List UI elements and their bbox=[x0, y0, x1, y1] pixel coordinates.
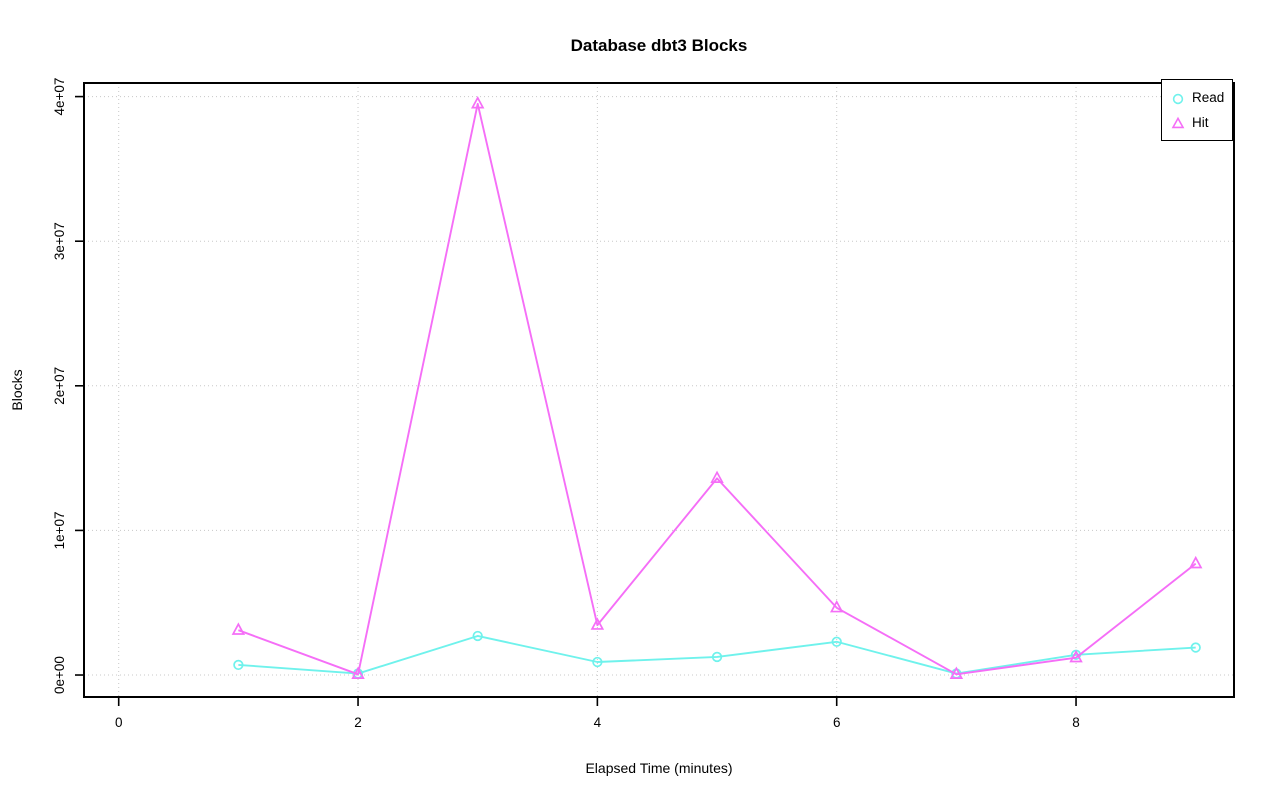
legend-item-read: Read bbox=[1170, 85, 1232, 110]
data-point-hit bbox=[710, 470, 724, 484]
plot-border bbox=[83, 82, 1235, 698]
y-axis-label: Blocks bbox=[9, 369, 25, 411]
data-point-hit bbox=[1188, 555, 1203, 569]
x-tick-label: 0 bbox=[115, 715, 123, 730]
data-point-hit bbox=[351, 666, 365, 679]
data-point-read bbox=[711, 651, 723, 663]
hit-triangle-icon bbox=[1171, 116, 1185, 128]
series-hit-line bbox=[238, 102, 1197, 676]
data-point-read bbox=[472, 630, 483, 642]
data-point-read bbox=[233, 659, 244, 671]
legend-label-hit: Hit bbox=[1192, 115, 1209, 130]
data-point-read bbox=[831, 636, 842, 647]
data-point-hit bbox=[1069, 649, 1083, 663]
y-tick-label: 3e+07 bbox=[52, 222, 67, 260]
y-tick-label: 1e+07 bbox=[52, 511, 67, 549]
data-point-hit bbox=[470, 96, 485, 109]
data-point-read bbox=[1190, 642, 1201, 653]
series-read-line bbox=[238, 635, 1196, 675]
chart-title: Database dbt3 Blocks bbox=[570, 36, 748, 55]
data-point-hit bbox=[231, 622, 246, 635]
y-tick-label: 0e+00 bbox=[52, 656, 67, 694]
y-tick-label: 4e+07 bbox=[52, 78, 67, 116]
legend-item-hit: Hit bbox=[1170, 110, 1232, 135]
data-point-hit bbox=[590, 617, 605, 630]
x-tick-label: 8 bbox=[1072, 715, 1080, 730]
x-axis-label: Elapsed Time (minutes) bbox=[585, 760, 733, 776]
x-tick-label: 4 bbox=[594, 715, 602, 730]
legend: Read Hit bbox=[1161, 79, 1233, 141]
x-tick-label: 2 bbox=[354, 715, 362, 730]
y-tick-label: 2e+07 bbox=[52, 367, 67, 405]
x-tick-label: 6 bbox=[833, 715, 841, 730]
legend-label-read: Read bbox=[1192, 90, 1225, 105]
data-point-hit bbox=[829, 599, 844, 613]
read-circle-icon bbox=[1172, 93, 1184, 104]
data-point-read bbox=[592, 656, 603, 668]
data-point-hit bbox=[949, 666, 964, 679]
